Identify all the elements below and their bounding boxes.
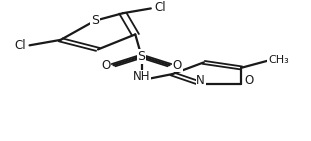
Text: O: O — [173, 59, 182, 72]
Text: N: N — [196, 74, 205, 87]
Text: Cl: Cl — [14, 39, 26, 52]
Text: CH₃: CH₃ — [268, 55, 289, 65]
Text: O: O — [244, 74, 253, 87]
Text: S: S — [137, 50, 146, 63]
Text: NH: NH — [133, 70, 150, 83]
Text: S: S — [91, 14, 99, 27]
Text: O: O — [101, 59, 110, 72]
Text: Cl: Cl — [154, 1, 166, 14]
